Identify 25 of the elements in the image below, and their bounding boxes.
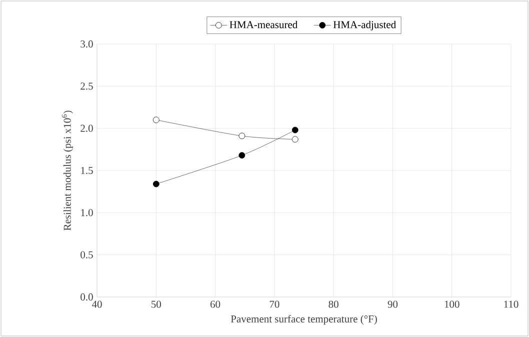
y-tick-label: 1.5 [81,166,93,174]
x-tick-label: 80 [328,300,338,308]
legend-label: HMA-adjusted [333,20,396,30]
x-tick-label: 100 [444,300,460,308]
x-tick-label: 110 [504,300,518,308]
y-tick-label: 3.0 [80,40,93,48]
y-tick-label: 2.0 [80,124,93,132]
y-tick-label: 1.0 [81,209,93,216]
x-axis-title: Pavement surface temperature (°F) [230,314,377,325]
point [292,136,298,142]
point [292,126,298,134]
point [152,116,160,124]
point [238,132,246,140]
x-tick-label: 40 [92,300,102,308]
x-tick-label: 60 [210,300,220,308]
y-tick-label: 0.5 [80,251,93,258]
x-tick-label: 90 [388,300,398,308]
point [238,152,246,159]
y-axis-title: Resilient modulus (psi x10$^{6}$) [62,110,73,230]
x-tick-label: 50 [152,300,161,308]
x-tick-label: 70 [270,300,280,308]
y-tick-label: 2.5 [80,82,93,90]
point [152,180,160,188]
y-tick-label: 0.0 [80,293,93,301]
legend-label: HMA-measured [230,20,298,28]
